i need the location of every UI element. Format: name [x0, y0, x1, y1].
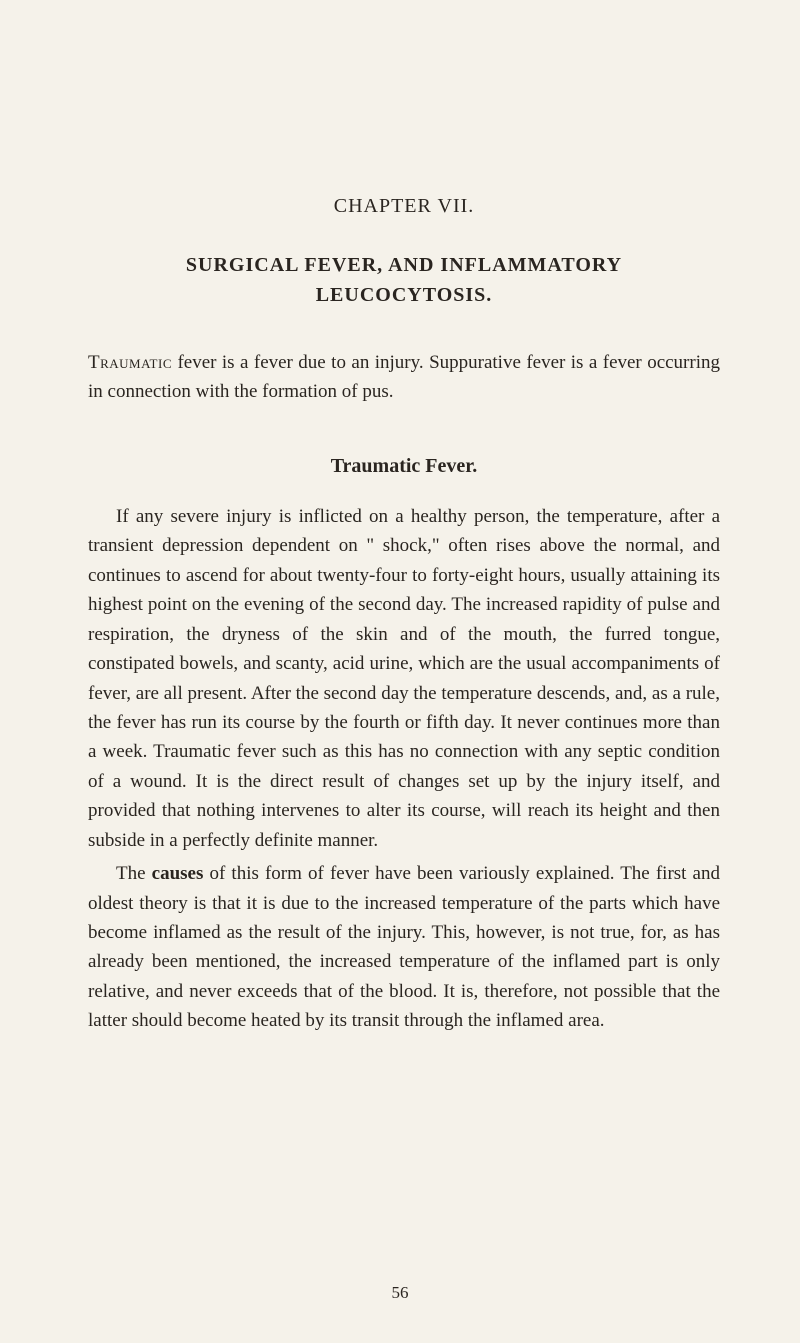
chapter-title: SURGICAL FEVER, AND INFLAMMATORY LEUCOCY… — [88, 250, 720, 310]
chapter-title-line1: SURGICAL FEVER, AND INFLAMMATORY — [186, 254, 622, 276]
section-title: Traumatic Fever. — [88, 455, 720, 478]
chapter-number: CHAPTER VII. — [88, 195, 720, 218]
intro-smallcaps: Traumatic — [88, 352, 172, 373]
paragraph-2: The causes of this form of fever have be… — [88, 859, 720, 1036]
intro-paragraph: Traumatic fever is a fever due to an inj… — [88, 348, 720, 407]
para2-post: of this form of fever have been variousl… — [88, 863, 720, 1031]
intro-rest: fever is a fever due to an injury. Suppu… — [88, 352, 720, 402]
para2-pre: The — [116, 863, 152, 884]
para2-bold: causes — [152, 863, 204, 884]
chapter-title-line2: LEUCOCYTOSIS. — [316, 284, 493, 306]
page-number: 56 — [0, 1283, 800, 1303]
paragraph-1: If any severe injury is inflicted on a h… — [88, 502, 720, 855]
